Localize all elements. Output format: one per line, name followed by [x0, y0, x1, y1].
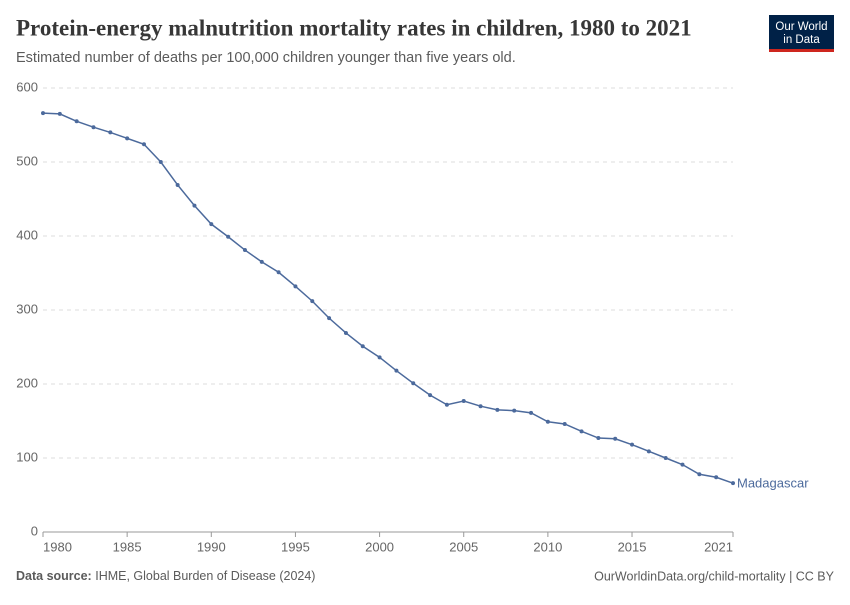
- x-tick-label: 2005: [449, 539, 478, 554]
- line: [42, 112, 734, 484]
- logo-text: Our World: [775, 21, 827, 33]
- point: [377, 355, 382, 360]
- point: [242, 248, 247, 253]
- point: [545, 419, 550, 424]
- point: [41, 111, 45, 116]
- y-tick-label: 100: [16, 449, 38, 464]
- point: [175, 182, 180, 187]
- point: [259, 259, 264, 264]
- point: [630, 442, 635, 447]
- point: [360, 344, 365, 349]
- point: [731, 481, 735, 486]
- point: [512, 408, 517, 413]
- chart-title: Protein-energy malnutrition mortality ra…: [16, 15, 692, 40]
- point: [495, 407, 500, 412]
- logo-stripe: [769, 49, 834, 52]
- point: [293, 284, 298, 289]
- point: [596, 436, 601, 441]
- x-tick-label: 1995: [281, 539, 310, 554]
- point: [411, 381, 416, 386]
- point: [57, 111, 62, 116]
- source: IHME, Global Burden of Disease (2024): [95, 569, 315, 583]
- chart-subtitle: Estimated number of deaths per 100,000 c…: [16, 50, 516, 66]
- logo-text: in Data: [783, 34, 820, 46]
- point: [125, 136, 130, 141]
- point: [394, 368, 399, 373]
- point: [579, 429, 584, 434]
- point: [343, 330, 348, 335]
- point: [310, 299, 315, 304]
- point: [158, 160, 163, 164]
- point: [663, 456, 668, 460]
- point: [646, 449, 651, 454]
- y-tick-label: 500: [16, 153, 38, 168]
- footer-source: Data source: IHME, Global Burden of Dise…: [16, 569, 315, 583]
- y-tick-label: 400: [16, 227, 38, 242]
- point: [91, 125, 96, 130]
- point: [141, 142, 146, 147]
- x-tick-label: 2021: [704, 539, 733, 554]
- point: [226, 234, 231, 239]
- point: [276, 270, 281, 275]
- point: [428, 393, 433, 398]
- x-tick-label: 2000: [365, 539, 394, 554]
- point: [697, 472, 702, 477]
- point: [444, 402, 449, 407]
- logo[interactable]: [769, 15, 834, 52]
- footer-credit[interactable]: OurWorldinData.org/child-mortality | CC …: [594, 569, 835, 583]
- point: [209, 222, 214, 227]
- x-tick-label: 2010: [533, 539, 562, 554]
- y-tick-label: 0: [31, 523, 38, 538]
- point: [562, 421, 567, 426]
- x-tick-label: 1985: [113, 539, 142, 554]
- point: [613, 436, 618, 441]
- y-tick-label: 200: [16, 375, 38, 390]
- y-tick-label: 300: [16, 301, 38, 316]
- point: [478, 404, 483, 409]
- point: [714, 475, 719, 480]
- x-tick-label: 2015: [618, 539, 647, 554]
- point: [529, 410, 534, 415]
- x-tick-label: 1980: [43, 539, 72, 554]
- point: [680, 462, 685, 467]
- point: [192, 203, 197, 208]
- point: [461, 399, 466, 404]
- series-label: Madagascar: [737, 476, 809, 491]
- point: [74, 119, 79, 124]
- x-tick-label: 1990: [197, 539, 226, 554]
- point: [108, 130, 113, 135]
- source-label: Data source:: [16, 569, 92, 583]
- y-tick-label: 600: [16, 79, 38, 94]
- point: [327, 316, 332, 321]
